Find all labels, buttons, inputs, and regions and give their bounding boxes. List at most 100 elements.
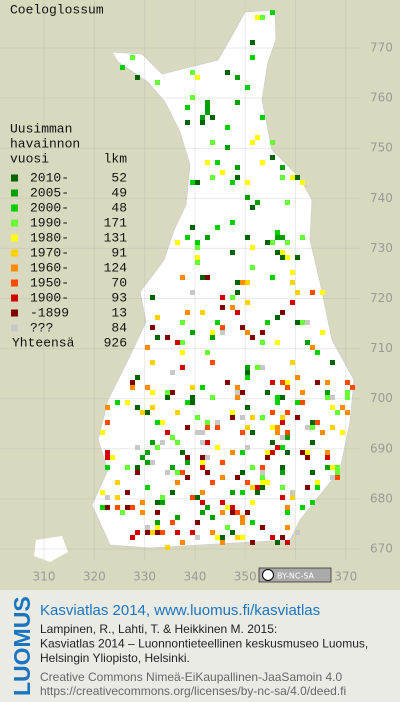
occurrence-cell xyxy=(205,350,210,355)
y-tick-label: 740 xyxy=(370,191,393,205)
occurrence-cell xyxy=(100,490,105,495)
occurrence-cell xyxy=(145,450,150,455)
occurrence-cell xyxy=(150,295,155,300)
occurrence-cell xyxy=(240,515,245,520)
occurrence-cell xyxy=(240,535,245,540)
occurrence-cell xyxy=(135,75,140,80)
occurrence-cell xyxy=(285,255,290,260)
occurrence-cell xyxy=(250,335,255,340)
occurrence-cell xyxy=(190,70,195,75)
occurrence-cell xyxy=(170,520,175,525)
occurrence-cell xyxy=(305,455,310,460)
occurrence-cell xyxy=(295,530,300,535)
occurrence-cell xyxy=(190,400,195,405)
occurrence-cell xyxy=(125,505,130,510)
occurrence-cell xyxy=(265,320,270,325)
occurrence-cell xyxy=(250,415,255,420)
occurrence-cell xyxy=(265,240,270,245)
occurrence-cell xyxy=(100,505,105,510)
occurrence-cell xyxy=(155,80,160,85)
occurrence-cell xyxy=(135,375,140,380)
occurrence-cell xyxy=(280,465,285,470)
occurrence-cell xyxy=(280,175,285,180)
occurrence-cell xyxy=(290,300,295,305)
occurrence-cell xyxy=(200,275,205,280)
occurrence-cell xyxy=(190,495,195,500)
occurrence-cell xyxy=(125,400,130,405)
occurrence-cell xyxy=(315,380,320,385)
citation-line: Lampinen, R., Lahti, T. & Heikkinen M. 2… xyxy=(40,622,277,636)
occurrence-cell xyxy=(260,415,265,420)
occurrence-cell xyxy=(315,420,320,425)
legend-count: 124 xyxy=(104,260,128,275)
occurrence-cell xyxy=(295,290,300,295)
legend-label: 2010- xyxy=(30,170,69,185)
y-tick-label: 710 xyxy=(370,341,393,355)
occurrence-cell xyxy=(230,490,235,495)
occurrence-cell xyxy=(200,465,205,470)
occurrence-cell xyxy=(270,410,275,415)
occurrence-cell xyxy=(330,405,335,410)
occurrence-cell xyxy=(115,400,120,405)
legend-count-heading: lkm xyxy=(104,151,128,166)
occurrence-cell xyxy=(300,505,305,510)
occurrence-cell xyxy=(195,495,200,500)
occurrence-cell xyxy=(235,390,240,395)
legend-heading: havainnon xyxy=(10,136,80,151)
occurrence-cell xyxy=(205,275,210,280)
occurrence-cell xyxy=(280,535,285,540)
legend-count: 171 xyxy=(104,215,128,230)
footer-background xyxy=(0,590,400,702)
occurrence-cell xyxy=(280,435,285,440)
occurrence-cell xyxy=(195,245,200,250)
legend-count: 49 xyxy=(111,185,127,200)
occurrence-cell xyxy=(280,445,285,450)
legend-total-label: Yhteensä xyxy=(12,335,75,350)
occurrence-cell xyxy=(265,480,270,485)
x-tick-label: 310 xyxy=(33,570,56,584)
occurrence-cell xyxy=(155,315,160,320)
occurrence-cell xyxy=(255,200,260,205)
occurrence-cell xyxy=(175,480,180,485)
occurrence-cell xyxy=(175,440,180,445)
occurrence-cell xyxy=(220,535,225,540)
occurrence-cell xyxy=(115,505,120,510)
occurrence-cell xyxy=(290,360,295,365)
occurrence-cell xyxy=(275,395,280,400)
legend-total: 926 xyxy=(104,335,127,350)
occurrence-cell xyxy=(250,265,255,270)
occurrence-cell xyxy=(135,470,140,475)
occurrence-cell xyxy=(215,425,220,430)
legend-count: 84 xyxy=(111,320,127,335)
x-tick-label: 340 xyxy=(183,570,206,584)
occurrence-cell xyxy=(275,425,280,430)
occurrence-cell xyxy=(325,380,330,385)
legend-swatch xyxy=(11,294,18,302)
occurrence-cell xyxy=(210,115,215,120)
occurrence-cell xyxy=(145,410,150,415)
occurrence-cell xyxy=(225,505,230,510)
occurrence-cell xyxy=(260,365,265,370)
occurrence-cell xyxy=(280,165,285,170)
occurrence-cell xyxy=(300,180,305,185)
occurrence-cell xyxy=(285,200,290,205)
occurrence-cell xyxy=(200,430,205,435)
occurrence-cell xyxy=(240,470,245,475)
x-tick-label: 330 xyxy=(133,570,156,584)
occurrence-cell xyxy=(245,375,250,380)
occurrence-cell xyxy=(185,120,190,125)
y-tick-label: 770 xyxy=(370,41,393,55)
occurrence-cell xyxy=(130,535,135,540)
occurrence-cell xyxy=(205,440,210,445)
occurrence-cell xyxy=(285,450,290,455)
occurrence-cell xyxy=(305,485,310,490)
occurrence-cell xyxy=(140,500,145,505)
occurrence-cell xyxy=(165,335,170,340)
occurrence-cell xyxy=(285,385,290,390)
occurrence-cell xyxy=(330,475,335,480)
occurrence-cell xyxy=(285,430,290,435)
y-tick-label: 750 xyxy=(370,141,393,155)
legend-swatch xyxy=(11,249,18,257)
occurrence-cell xyxy=(240,415,245,420)
